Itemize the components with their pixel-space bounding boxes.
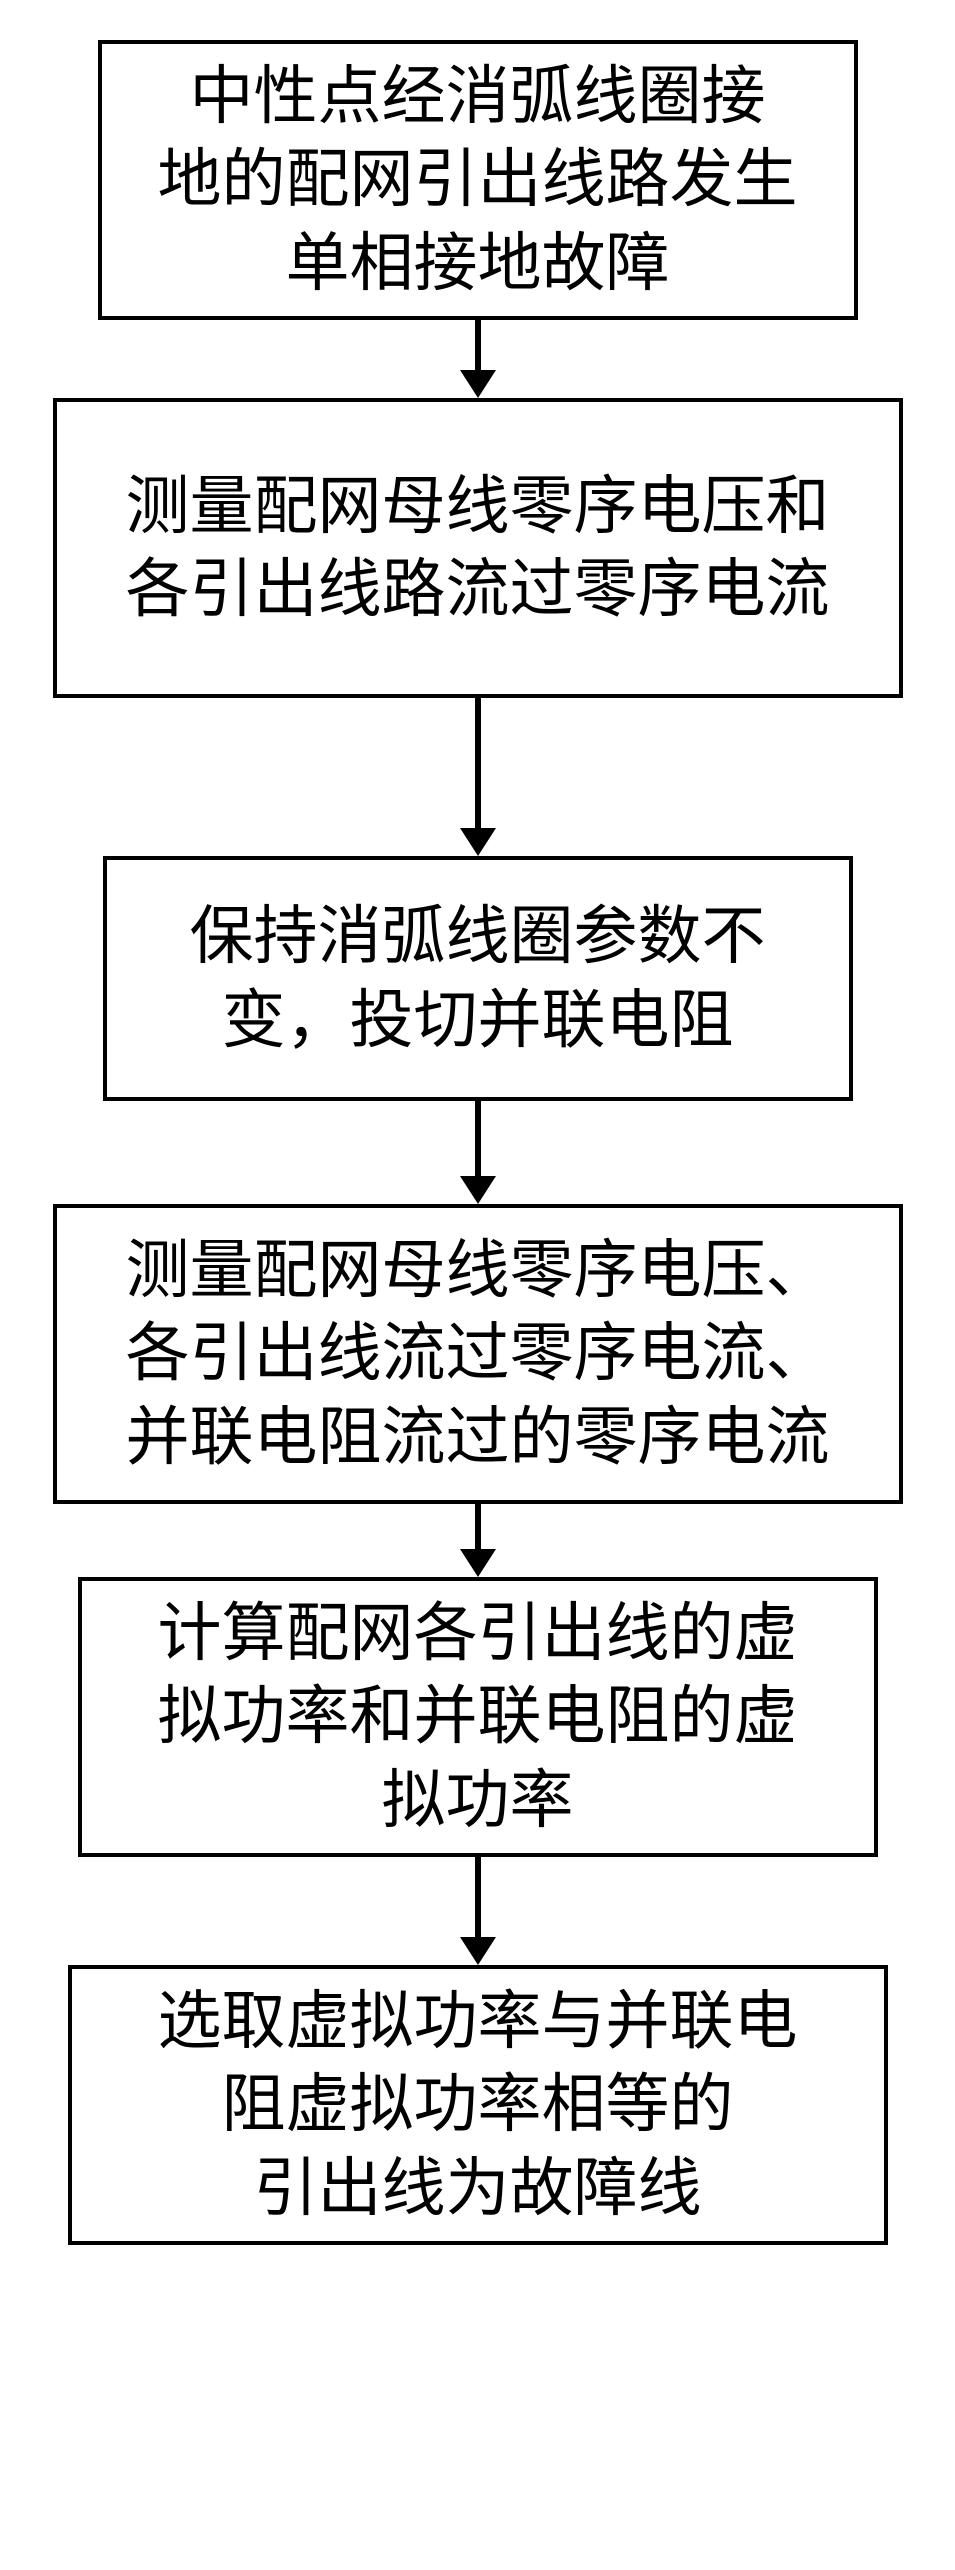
flowchart-box-1: 中性点经消弧线圈接 地的配网引出线路发生 单相接地故障 (98, 40, 858, 320)
arrow-line (475, 320, 481, 370)
arrow-head-icon (460, 1937, 496, 1965)
flowchart-arrow-5 (460, 1857, 496, 1965)
arrow-line (475, 1857, 481, 1937)
flowchart-box-4: 测量配网母线零序电压、 各引出线流过零序电流、 并联电阻流过的零序电流 (53, 1204, 903, 1504)
flowchart-arrow-2 (460, 698, 496, 856)
flowchart-container: 中性点经消弧线圈接 地的配网引出线路发生 单相接地故障 测量配网母线零序电压和 … (0, 40, 955, 2245)
arrow-line (475, 1101, 481, 1176)
box-text-4: 测量配网母线零序电压、 各引出线流过零序电流、 并联电阻流过的零序电流 (126, 1229, 830, 1479)
flowchart-arrow-3 (460, 1101, 496, 1204)
flowchart-arrow-4 (460, 1504, 496, 1577)
arrow-line (475, 1504, 481, 1549)
box-text-6: 选取虚拟功率与并联电 阻虚拟功率相等的 引出线为故障线 (158, 1980, 798, 2230)
flowchart-box-5: 计算配网各引出线的虚 拟功率和并联电阻的虚 拟功率 (78, 1577, 878, 1857)
arrow-head-icon (460, 828, 496, 856)
box-text-5: 计算配网各引出线的虚 拟功率和并联电阻的虚 拟功率 (158, 1592, 798, 1842)
box-text-1: 中性点经消弧线圈接 地的配网引出线路发生 单相接地故障 (158, 55, 798, 305)
flowchart-box-3: 保持消弧线圈参数不 变，投切并联电阻 (103, 856, 853, 1101)
flowchart-box-6: 选取虚拟功率与并联电 阻虚拟功率相等的 引出线为故障线 (68, 1965, 888, 2245)
arrow-head-icon (460, 370, 496, 398)
box-text-3: 保持消弧线圈参数不 变，投切并联电阻 (190, 895, 766, 1061)
arrow-head-icon (460, 1176, 496, 1204)
arrow-head-icon (460, 1549, 496, 1577)
arrow-line (475, 698, 481, 828)
flowchart-arrow-1 (460, 320, 496, 398)
box-text-2: 测量配网母线零序电压和 各引出线路流过零序电流 (126, 465, 830, 631)
flowchart-box-2: 测量配网母线零序电压和 各引出线路流过零序电流 (53, 398, 903, 698)
